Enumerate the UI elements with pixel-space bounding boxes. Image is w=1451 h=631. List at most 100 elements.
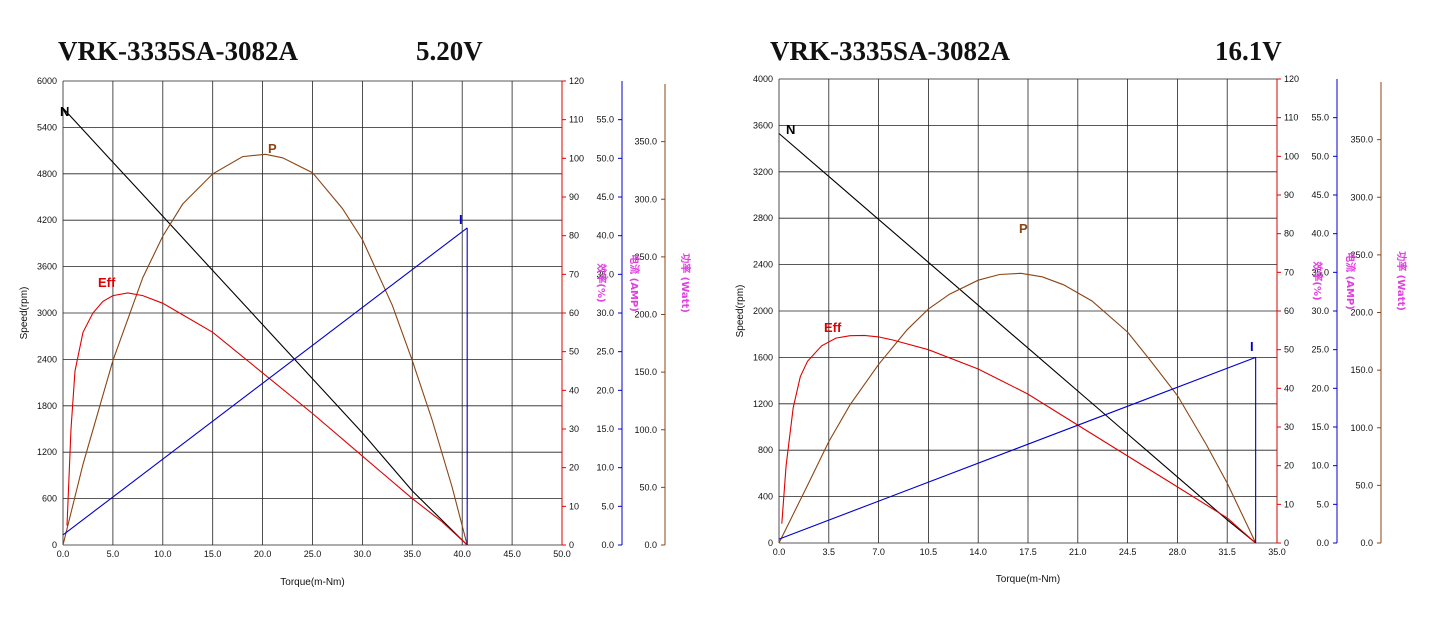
y-tick-label: 4000 <box>753 74 773 84</box>
x-tick-label: 50.0 <box>553 549 571 559</box>
current-tick-label: 45.0 <box>1311 190 1329 200</box>
eff-tick-label: 120 <box>1284 74 1299 84</box>
y-tick-label: 1200 <box>37 447 57 457</box>
y-tick-label: 1800 <box>37 401 57 411</box>
eff-tick-label: 60 <box>569 308 579 318</box>
series-label-n: N <box>60 104 69 119</box>
x-tick-label: 31.5 <box>1218 547 1236 557</box>
power-tick-label: 200.0 <box>1350 308 1373 318</box>
x-tick-label: 7.0 <box>872 547 885 557</box>
eff-tick-label: 60 <box>1284 306 1294 316</box>
y-tick-label: 2400 <box>37 354 57 364</box>
current-tick-label: 5.0 <box>1316 499 1329 509</box>
eff-tick-label: 110 <box>1284 113 1298 123</box>
x-tick-label: 40.0 <box>453 549 471 559</box>
eff-tick-label: 40 <box>569 385 579 395</box>
y-tick-label: 2000 <box>753 306 773 316</box>
y-tick-label: 5400 <box>37 122 57 132</box>
power-tick-label: 50.0 <box>639 482 657 492</box>
eff-tick-label: 10 <box>1284 499 1294 509</box>
chart-title: VRK-3335SA-3082A <box>770 36 1010 66</box>
x-tick-label: 14.0 <box>969 547 987 557</box>
current-tick-label: 50.0 <box>1311 151 1329 161</box>
x-tick-label: 35.0 <box>1268 547 1286 557</box>
current-tick-label: 10.0 <box>1311 461 1329 471</box>
x-tick-label: 10.5 <box>920 547 938 557</box>
power-tick-label: 150.0 <box>1350 365 1373 375</box>
y-tick-label: 3200 <box>753 167 773 177</box>
power-tick-label: 300.0 <box>1350 192 1373 202</box>
power-tick-label: 0.0 <box>644 540 657 550</box>
current-tick-label: 30.0 <box>1311 306 1329 316</box>
current-tick-label: 40.0 <box>1311 229 1329 239</box>
eff-tick-label: 90 <box>569 192 579 202</box>
series-label-p: P <box>1019 221 1028 236</box>
eff-tick-label: 90 <box>1284 190 1294 200</box>
current-tick-label: 15.0 <box>1311 422 1329 432</box>
series-line-p <box>778 272 1257 544</box>
eff-tick-label: 50 <box>1284 345 1294 355</box>
current-tick-label: 15.0 <box>596 424 614 434</box>
current-tick-label: 55.0 <box>596 115 614 125</box>
x-tick-label: 28.0 <box>1169 547 1187 557</box>
current-tick-label: 35.0 <box>1311 267 1329 277</box>
y-axis-label: Speed(rpm) <box>19 287 30 340</box>
y-tick-label: 1200 <box>753 399 773 409</box>
y-tick-label: 3600 <box>37 262 57 272</box>
power-axis-label: 功率 (Watt) <box>679 253 692 313</box>
y-tick-label: 2800 <box>753 213 773 223</box>
voltage-label: 5.20V <box>416 36 483 66</box>
eff-tick-label: 100 <box>1284 151 1299 161</box>
x-tick-label: 21.0 <box>1069 547 1087 557</box>
y-tick-label: 1600 <box>753 352 773 362</box>
y-tick-label: 0 <box>52 540 57 550</box>
eff-tick-label: 70 <box>1284 267 1294 277</box>
x-tick-label: 45.0 <box>503 549 521 559</box>
y-tick-label: 0 <box>768 538 773 548</box>
current-tick-label: 50.0 <box>596 153 614 163</box>
eff-axis-label: 效率(%) <box>1311 261 1324 300</box>
power-tick-label: 0.0 <box>1360 538 1373 548</box>
current-tick-label: 20.0 <box>1311 383 1329 393</box>
series-label-eff: Eff <box>98 275 116 290</box>
x-tick-label: 24.5 <box>1119 547 1137 557</box>
eff-tick-label: 100 <box>569 153 584 163</box>
eff-tick-label: 30 <box>1284 422 1294 432</box>
chart-title: VRK-3335SA-3082A <box>58 36 298 66</box>
y-tick-label: 4800 <box>37 169 57 179</box>
x-tick-label: 0.0 <box>57 549 70 559</box>
series-label-i: I <box>1250 339 1254 354</box>
current-tick-label: 25.0 <box>596 347 614 357</box>
series-line-i <box>778 356 1256 540</box>
eff-tick-label: 0 <box>569 540 574 550</box>
current-tick-label: 30.0 <box>596 308 614 318</box>
chart-1: VRK-3335SA-3082A 5.20V 0.0 5.0 10.0 15.0 20.0 2… <box>19 36 692 588</box>
eff-tick-label: 80 <box>1284 229 1294 239</box>
power-tick-label: 350.0 <box>634 137 657 147</box>
current-tick-label: 35.0 <box>596 269 614 279</box>
series-line-p <box>62 153 468 546</box>
eff-tick-label: 110 <box>569 115 583 125</box>
current-tick-label: 10.0 <box>596 463 614 473</box>
current-tick-label: 55.0 <box>1311 113 1329 123</box>
power-tick-label: 50.0 <box>1355 480 1373 490</box>
x-axis-label: Torque(m-Nm) <box>996 574 1060 585</box>
eff-tick-label: 20 <box>569 463 579 473</box>
x-tick-label: 25.0 <box>304 549 322 559</box>
series-label-p: P <box>268 141 277 156</box>
power-tick-label: 100.0 <box>634 425 657 435</box>
series-label-i: I <box>459 212 463 227</box>
power-tick-label: 350.0 <box>1350 135 1373 145</box>
current-tick-label: 5.0 <box>601 501 614 511</box>
chart-2: VRK-3335SA-3082A 16.1V 0.0 3.5 7.0 10.5 14.0 17… <box>735 36 1408 585</box>
x-tick-label: 15.0 <box>204 549 222 559</box>
voltage-label: 16.1V <box>1215 36 1282 66</box>
x-tick-label: 20.0 <box>254 549 272 559</box>
current-tick-label: 40.0 <box>596 231 614 241</box>
series-label-eff: Eff <box>824 320 842 335</box>
eff-tick-label: 10 <box>569 501 579 511</box>
current-tick-label: 45.0 <box>596 192 614 202</box>
y-tick-label: 3000 <box>37 308 57 318</box>
current-axis-label: 电流 (AMP) <box>1344 252 1357 310</box>
